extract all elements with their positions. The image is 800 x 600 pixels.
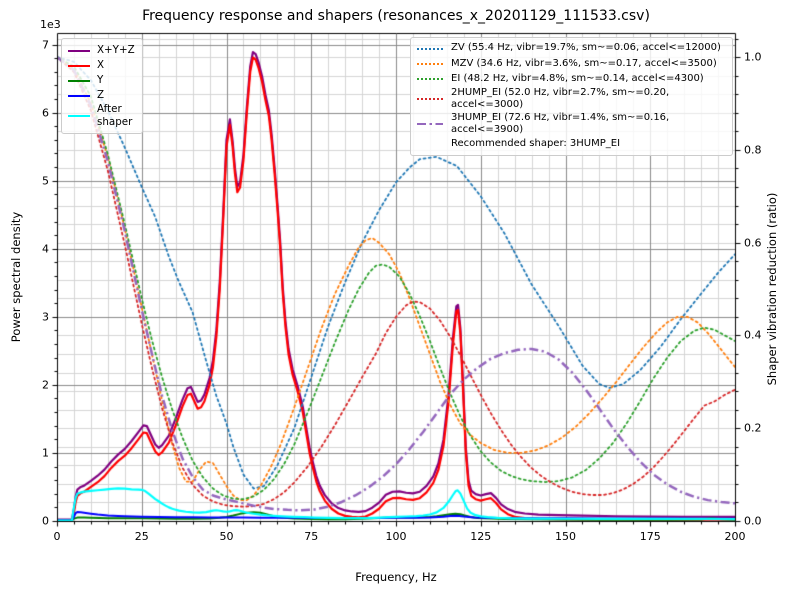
legend-sample-after-shaper (68, 114, 90, 117)
x-axis-label: Frequency, Hz (355, 570, 437, 584)
y-right-tick-label: 0.2 (744, 421, 762, 435)
legend-sample-x (68, 64, 90, 67)
legend-item-zv: ZV (55.4 Hz, vibr=19.7%, sm~=0.06, accel… (417, 41, 726, 56)
legend-label: Z (97, 89, 105, 102)
legend-item-x-y-z: X+Y+Z (68, 43, 135, 58)
legend-sample-z (68, 94, 90, 97)
legend-item-ei: EI (48.2 Hz, vibr=4.8%, sm~=0.14, accel<… (417, 71, 726, 86)
x-tick-label: 0 (53, 530, 61, 543)
legend-sample-zv (417, 47, 443, 50)
psd-legend: X+Y+Z X Y Z After shaper (61, 38, 143, 134)
legend-label: X+Y+Z (97, 44, 135, 57)
x-tick-label: 125 (470, 530, 492, 543)
legend-item-mzv: MZV (34.6 Hz, vibr=3.6%, sm~=0.17, accel… (417, 56, 726, 71)
y-right-tick-label: 0.0 (744, 514, 762, 528)
legend-item-recommended: Recommended shaper: 3HUMP_EI (417, 137, 726, 152)
shapers-legend: ZV (55.4 Hz, vibr=19.7%, sm~=0.06, accel… (410, 37, 733, 156)
x-tick-label: 50 (219, 530, 234, 543)
recommended-shaper-text: Recommended shaper: 3HUMP_EI (451, 137, 621, 149)
y-left-tick-label: 6 (42, 106, 49, 120)
y-right-tick-label: 1.0 (744, 50, 762, 64)
legend-label: ZV (55.4 Hz, vibr=19.7%, sm~=0.06, accel… (451, 42, 721, 54)
legend-item-y: Y (68, 73, 135, 88)
legend-sample-y (68, 79, 90, 82)
y-axis-offset-label: 1e3 (40, 18, 61, 31)
x-tick-label: 75 (304, 530, 319, 543)
x-tick-label: 200 (724, 530, 746, 543)
legend-label: MZV (34.6 Hz, vibr=3.6%, sm~=0.17, accel… (451, 57, 717, 69)
legend-sample-2hump-ei (417, 98, 443, 101)
y-right-tick-label: 0.8 (744, 143, 762, 157)
x-tick-label: 175 (639, 530, 661, 543)
legend-label: Y (97, 74, 104, 87)
x-tick-label: 150 (555, 530, 576, 543)
y-right-tick-label: 0.6 (744, 236, 762, 250)
legend-label: X (97, 59, 105, 72)
legend-item-z: Z (68, 88, 135, 103)
y-left-tick-label: 0 (42, 514, 49, 528)
x-tick-label: 100 (385, 530, 407, 543)
y-axis-left-label: Power spectral density (9, 211, 23, 343)
legend-item-x: X (68, 58, 135, 73)
y-left-tick-label: 2 (42, 378, 49, 392)
legend-sample-mzv (417, 62, 443, 65)
y-left-tick-label: 5 (42, 174, 49, 188)
x-tick-label: 25 (134, 530, 149, 543)
legend-label: 3HUMP_EI (72.6 Hz, vibr=1.4%, sm~=0.16, … (451, 111, 670, 136)
legend-item-after-shaper: After shaper (68, 103, 135, 129)
legend-sample-x-y-z (68, 49, 90, 52)
y-left-tick-label: 3 (42, 310, 49, 324)
legend-item-2hump-ei: 2HUMP_EI (52.0 Hz, vibr=2.7%, sm~=0.20, … (417, 87, 726, 112)
chart-title: Frequency response and shapers (resonanc… (142, 8, 650, 24)
legend-label: 2HUMP_EI (52.0 Hz, vibr=2.7%, sm~=0.20, … (451, 86, 670, 111)
legend-label: EI (48.2 Hz, vibr=4.8%, sm~=0.14, accel<… (451, 72, 704, 84)
shapers-legend-rows: ZV (55.4 Hz, vibr=19.7%, sm~=0.06, accel… (417, 41, 726, 137)
y-axis-right-label: Shaper vibration reduction (ratio) (765, 192, 779, 386)
legend-sample-ei (417, 77, 443, 80)
y-right-tick-label: 0.4 (744, 328, 762, 342)
legend-label: After shaper (97, 103, 133, 128)
y-left-tick-label: 7 (42, 38, 49, 52)
y-left-tick-label: 1 (42, 446, 49, 460)
legend-item-3hump-ei: 3HUMP_EI (72.6 Hz, vibr=1.4%, sm~=0.16, … (417, 112, 726, 137)
y-left-tick-label: 4 (42, 242, 49, 256)
legend-sample-3hump-ei (417, 122, 443, 126)
